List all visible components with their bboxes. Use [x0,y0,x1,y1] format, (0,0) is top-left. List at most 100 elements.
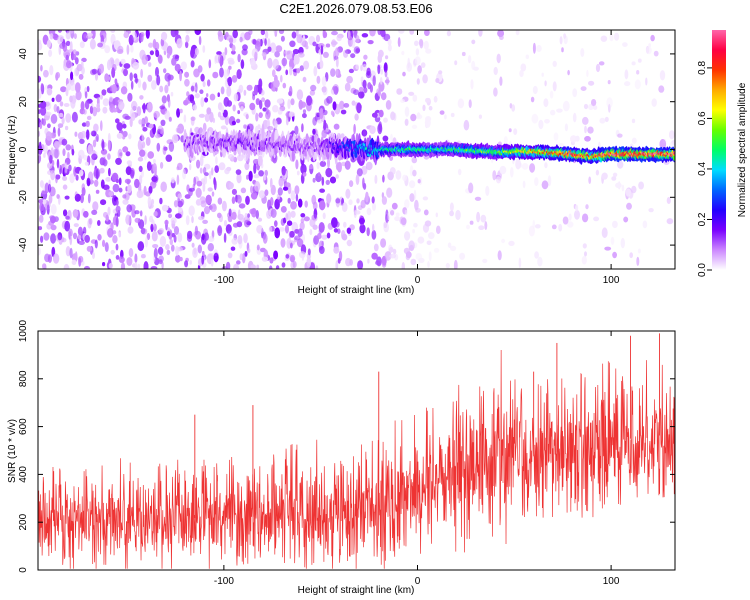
spectrogram-noise-cell [180,61,187,70]
spectrogram-noise-cell [378,109,384,118]
spectrogram-noise-cell [250,192,258,200]
spectrogram-noise-cell [612,251,617,259]
spectrogram-noise-cell [341,233,348,241]
spectrogram-noise-cell [581,255,587,265]
spectrogram-noise-cell [525,54,529,60]
spectrogram-noise-cell [484,221,488,230]
spectrogram-noise-cell [139,95,144,100]
spectrogram-noise-cell [337,161,342,173]
spectrogram-noise-cell [120,262,126,269]
spectrogram-noise-cell [371,252,378,260]
spectrogram-noise-cell [48,183,52,193]
spectrogram-noise-cell [143,185,147,196]
spectrogram-noise-cell [467,55,472,64]
spectrogram-noise-cell [185,34,190,43]
spectrogram-noise-cell [296,238,304,248]
spectrogram-noise-cell [87,193,91,204]
spectrogram-noise-cell [164,84,169,94]
spectrogram-noise-cell [301,40,308,48]
spectrogram-noise-cell [267,46,272,52]
spectrogram-noise-cell [175,254,181,263]
spectrogram-noise-cell [66,60,72,69]
spectrogram-noise-cell [544,162,548,169]
spectrogram-noise-cell [508,128,512,133]
spectrogram-noise-cell [316,75,321,84]
spectrogram-noise-cell [191,216,194,224]
spectrogram-noise-cell [42,199,47,205]
spectrogram-noise-cell [382,135,389,142]
spectrogram-noise-cell [194,225,198,236]
spectrogram-noise-cell [493,66,498,76]
spectrogram-noise-cell [176,166,180,171]
spectrogram-noise-cell [402,71,406,77]
spectrogram-noise-cell [383,117,388,123]
spectrogram-noise-cell [274,30,278,37]
spectrogram-noise-cell [65,215,70,220]
spectrogram-noise-cell [173,226,180,235]
spectrogram-noise-cell [298,198,303,208]
spectrogram-ridge-cell [672,152,675,155]
spectrogram-noise-cell [386,213,389,224]
spectrogram-noise-cell [51,160,55,167]
spectrogram-noise-cell [282,82,287,89]
spectrogram-noise-cell [80,130,87,139]
spectrogram-noise-cell [289,230,295,238]
spectrogram-noise-cell [48,49,53,57]
spectrogram-noise-cell [315,265,319,269]
spectrogram-noise-cell [433,247,440,253]
spectrogram-noise-cell [631,137,637,144]
spectrogram-noise-cell [325,167,333,178]
spectrogram-noise-cell [363,54,368,60]
spectrogram-noise-cell [237,53,241,63]
spectrogram-noise-cell [194,30,202,36]
spectrogram-noise-cell [275,265,280,269]
spectrogram-noise-cell [223,69,228,80]
spectrogram-noise-cell [286,111,289,120]
spectrogram-noise-cell [50,224,57,231]
spectrogram-noise-cell [60,86,67,93]
spectrogram-noise-cell [330,110,334,116]
spectrogram-noise-cell [261,52,267,57]
spectrogram-noise-cell [69,41,73,52]
spectrogram-noise-cell [648,208,654,213]
spectrogram-noise-cell [126,204,133,213]
spectrogram-noise-cell [40,106,47,116]
spectrogram-noise-cell [228,182,234,190]
spectrogram-noise-cell [82,226,87,236]
spectrogram-noise-cell [380,68,384,75]
spectrogram-noise-cell [629,252,633,259]
spectrogram-noise-cell [658,85,665,93]
spectrogram-noise-cell [285,254,290,259]
spectrogram-noise-cell [395,170,402,180]
spectrogram-noise-cell [255,98,260,106]
spectrogram-noise-cell [313,66,318,77]
spectrogram-noise-cell [572,112,577,123]
spectrogram-noise-cell [295,159,299,170]
spectrogram-noise-cell [93,93,101,99]
spectrogram-noise-cell [139,149,146,157]
spectrogram-noise-cell [158,259,163,265]
spectrogram-noise-cell [586,69,589,78]
spectrogram-noise-cell [515,30,520,36]
spectrogram-noise-cell [450,245,457,251]
spectrogram-noise-cell [561,47,564,53]
spectrogram-noise-cell [326,193,332,204]
spectrogram-noise-cell [125,214,131,225]
spectrogram-noise-cell [264,99,271,108]
spectrogram-noise-cell [352,30,358,35]
spectrogram-noise-cell [190,48,195,59]
spectrogram-noise-cell [666,218,674,225]
spectrogram-noise-cell [84,91,88,99]
spectrogram-noise-cell [198,35,202,46]
spectrogram-noise-cell [414,56,421,66]
spectrogram-noise-cell [42,118,46,126]
spectrogram-noise-cell [198,113,205,118]
snr-series [38,333,675,569]
spectrogram-noise-cell [225,31,229,38]
spectrogram-noise-cell [223,232,227,243]
spectrogram-noise-cell [551,224,557,230]
spectrogram-noise-cell [166,53,170,59]
spectrogram-noise-cell [56,106,60,114]
spectrogram-noise-cell [125,151,131,157]
